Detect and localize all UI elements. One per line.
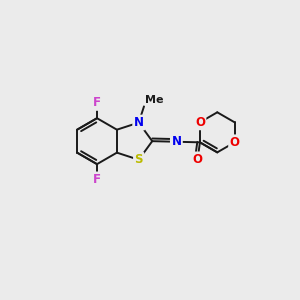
Text: S: S: [134, 153, 143, 166]
Text: O: O: [193, 153, 202, 166]
Text: F: F: [93, 173, 101, 186]
Text: F: F: [93, 96, 101, 110]
Text: N: N: [134, 116, 144, 129]
Text: N: N: [171, 135, 182, 148]
Text: O: O: [195, 116, 205, 129]
Text: O: O: [230, 136, 240, 149]
Text: Me: Me: [146, 95, 164, 105]
